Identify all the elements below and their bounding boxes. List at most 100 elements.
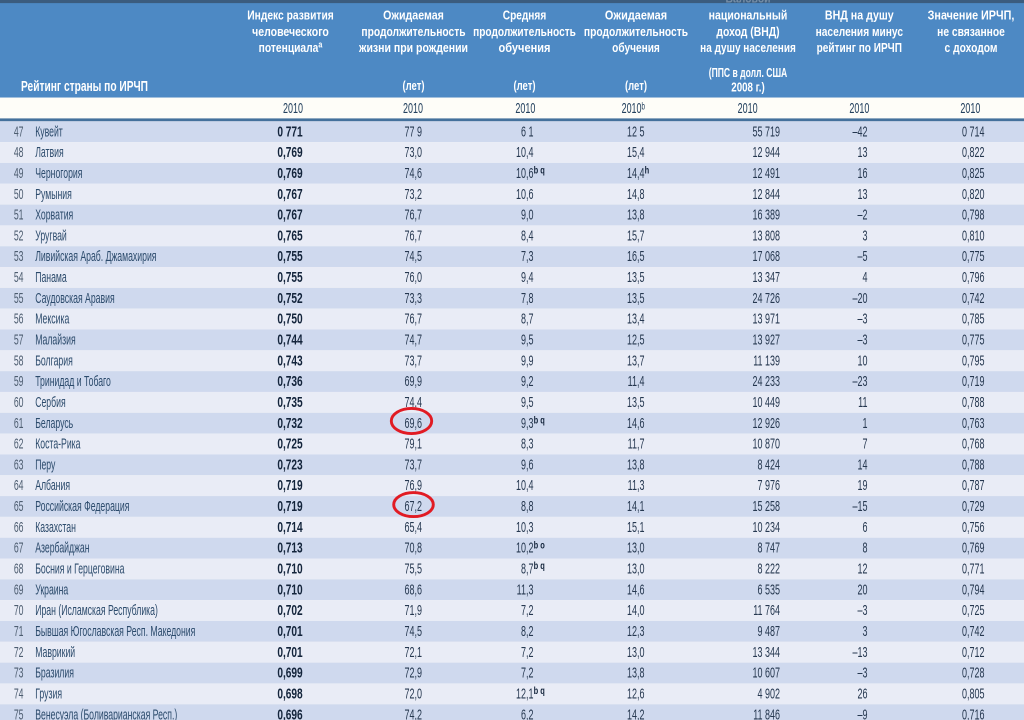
svg-text:7,2: 7,2 <box>521 644 534 661</box>
svg-text:0,796: 0,796 <box>962 269 985 286</box>
svg-text:Значение ИРЧП,: Значение ИРЧП, <box>928 8 1015 23</box>
svg-text:8,4: 8,4 <box>521 227 534 244</box>
svg-text:7,8: 7,8 <box>521 290 534 307</box>
svg-text:77 9: 77 9 <box>405 123 423 140</box>
svg-text:65,4: 65,4 <box>405 519 423 536</box>
svg-text:13: 13 <box>858 186 868 203</box>
svg-text:с доходом: с доходом <box>945 41 998 55</box>
svg-text:8 424: 8 424 <box>758 456 781 473</box>
svg-text:2010: 2010 <box>849 100 869 117</box>
svg-text:24 233: 24 233 <box>753 373 781 390</box>
svg-text:Грузия: Грузия <box>35 685 62 702</box>
svg-text:0,763: 0,763 <box>962 415 985 432</box>
svg-text:обучения: обучения <box>499 40 551 55</box>
svg-text:10,4: 10,4 <box>516 477 534 494</box>
svg-text:обучения: обучения <box>612 41 660 55</box>
svg-text:73,2: 73,2 <box>405 186 423 203</box>
svg-text:15,1: 15,1 <box>627 519 645 536</box>
svg-text:13,5: 13,5 <box>627 394 645 411</box>
svg-text:3: 3 <box>863 227 868 244</box>
svg-text:12,3: 12,3 <box>627 623 645 640</box>
svg-text:Болгария: Болгария <box>35 352 73 369</box>
svg-text:13,8: 13,8 <box>627 456 645 473</box>
svg-text:11 846: 11 846 <box>753 706 780 720</box>
svg-text:0,771: 0,771 <box>962 560 985 577</box>
svg-text:10,2: 10,2 <box>516 539 534 556</box>
svg-text:0,713: 0,713 <box>277 540 302 556</box>
svg-text:0,798: 0,798 <box>962 206 985 223</box>
svg-text:8,7: 8,7 <box>521 310 534 327</box>
svg-text:–9: –9 <box>858 706 868 720</box>
svg-text:11,3: 11,3 <box>628 477 645 494</box>
svg-text:0,701: 0,701 <box>277 644 302 660</box>
svg-text:Беларусь: Беларусь <box>35 414 73 431</box>
svg-text:55: 55 <box>14 290 24 307</box>
svg-text:0,702: 0,702 <box>277 602 302 618</box>
svg-text:12,5: 12,5 <box>627 331 645 348</box>
svg-text:66: 66 <box>14 519 24 536</box>
svg-text:0,714: 0,714 <box>277 519 302 535</box>
svg-text:Тринидад и Тобаго: Тринидад и Тобаго <box>35 373 111 390</box>
svg-text:20: 20 <box>858 581 868 598</box>
svg-text:–3: –3 <box>858 602 868 619</box>
svg-text:b q: b q <box>534 560 545 571</box>
svg-text:62: 62 <box>14 435 24 452</box>
svg-text:73,7: 73,7 <box>405 352 423 369</box>
svg-text:73,7: 73,7 <box>405 456 423 473</box>
svg-text:11 764: 11 764 <box>753 602 780 619</box>
svg-text:9,3: 9,3 <box>521 415 534 432</box>
svg-text:0,775: 0,775 <box>962 248 985 265</box>
svg-text:Хорватия: Хорватия <box>35 206 73 223</box>
svg-text:11,7: 11,7 <box>628 435 645 452</box>
svg-text:13 927: 13 927 <box>753 331 781 348</box>
svg-text:0,716: 0,716 <box>962 706 985 720</box>
svg-text:b q: b q <box>534 685 545 696</box>
svg-text:Босния и Герцеговина: Босния и Герцеговина <box>35 560 125 577</box>
svg-text:14: 14 <box>858 456 868 473</box>
svg-text:жизни при рождении: жизни при рождении <box>358 40 468 55</box>
svg-text:24 726: 24 726 <box>753 290 781 307</box>
svg-text:продолжительность: продолжительность <box>584 25 688 39</box>
svg-text:–2: –2 <box>858 206 868 223</box>
svg-text:72,9: 72,9 <box>405 664 423 681</box>
svg-text:73: 73 <box>14 664 24 681</box>
svg-text:11: 11 <box>858 394 868 411</box>
svg-text:населения минус: населения минус <box>816 25 904 39</box>
svg-text:–3: –3 <box>858 310 868 327</box>
svg-text:2010b: 2010b <box>622 100 646 117</box>
svg-text:2010: 2010 <box>283 100 303 117</box>
svg-text:b q: b q <box>534 164 545 175</box>
svg-text:14,8: 14,8 <box>627 186 645 203</box>
svg-text:15,7: 15,7 <box>627 227 645 244</box>
svg-text:0,775: 0,775 <box>962 331 985 348</box>
svg-text:76,0: 76,0 <box>405 269 423 286</box>
svg-text:6 535: 6 535 <box>758 581 781 598</box>
svg-text:8,2: 8,2 <box>521 623 534 640</box>
svg-text:–42: –42 <box>853 123 868 140</box>
svg-text:56: 56 <box>14 310 24 327</box>
svg-text:11 139: 11 139 <box>753 352 780 369</box>
svg-text:0,736: 0,736 <box>277 373 302 389</box>
svg-text:0,788: 0,788 <box>962 394 985 411</box>
svg-text:10,6: 10,6 <box>516 186 534 203</box>
svg-text:0,725: 0,725 <box>962 602 985 619</box>
svg-text:0,719: 0,719 <box>277 477 302 493</box>
svg-text:13,4: 13,4 <box>627 310 645 327</box>
svg-text:13,7: 13,7 <box>627 352 645 369</box>
svg-text:65: 65 <box>14 498 24 515</box>
svg-text:74: 74 <box>14 685 24 702</box>
svg-text:58: 58 <box>14 352 24 369</box>
svg-text:Казахстан: Казахстан <box>35 519 76 536</box>
svg-text:13,8: 13,8 <box>627 664 645 681</box>
svg-text:57: 57 <box>14 331 24 348</box>
svg-text:51: 51 <box>14 206 24 223</box>
svg-text:12 926: 12 926 <box>753 415 781 432</box>
svg-text:0,767: 0,767 <box>277 186 302 202</box>
svg-text:9,9: 9,9 <box>521 352 534 369</box>
svg-text:2008 г.): 2008 г.) <box>731 81 765 95</box>
svg-text:0,768: 0,768 <box>962 435 985 452</box>
svg-text:17 068: 17 068 <box>753 248 781 265</box>
svg-text:76,7: 76,7 <box>405 227 423 244</box>
svg-text:16 389: 16 389 <box>753 206 781 223</box>
svg-text:12 844: 12 844 <box>753 186 781 203</box>
